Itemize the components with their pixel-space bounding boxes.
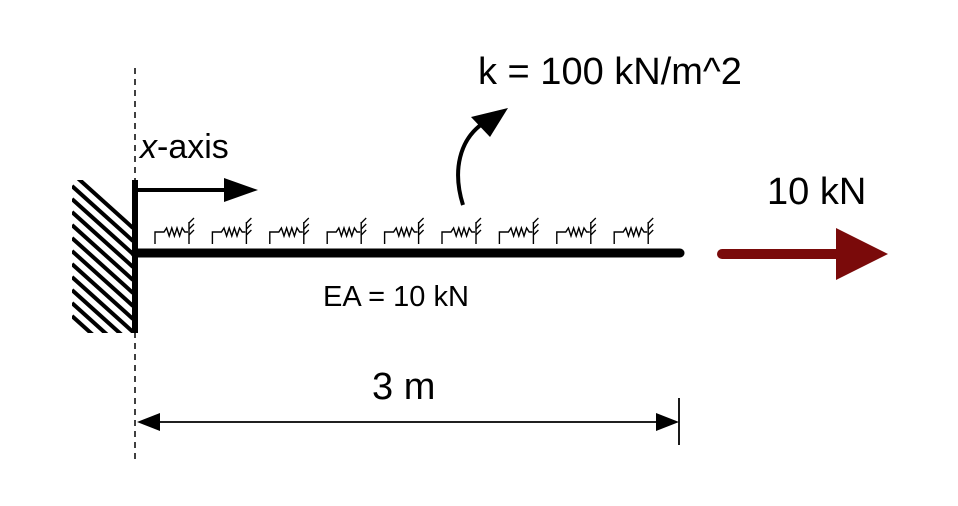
- hatch-line: [72, 236, 134, 295]
- distributed-springs: [154, 217, 654, 244]
- hatch-line: [72, 275, 134, 333]
- hatch-line: [72, 197, 134, 256]
- axial-stiffness-label: EA = 10 kN: [323, 281, 469, 313]
- wall-hatching: [72, 180, 134, 333]
- hatch-line: [72, 223, 134, 282]
- hatch-line: [72, 288, 123, 333]
- hatch-line: [76, 180, 134, 230]
- applied-force-label: 10 kN: [767, 171, 866, 213]
- x-axis-indicator: x-axis: [136, 128, 258, 202]
- spring: [326, 217, 367, 244]
- spring: [613, 217, 654, 244]
- length-dimension: [137, 398, 680, 445]
- fixed-support: [72, 180, 138, 333]
- spring: [154, 217, 195, 244]
- spring-label-pointer: [456, 108, 508, 206]
- curved-arrow-shaft: [456, 122, 484, 206]
- hatch-line: [72, 262, 134, 321]
- x-axis-variable: x: [138, 128, 158, 166]
- spring: [211, 217, 252, 244]
- bar-length-label: 3 m: [372, 366, 435, 408]
- hatch-line: [72, 249, 134, 308]
- force-arrowhead: [836, 228, 888, 280]
- hatch-line: [72, 314, 94, 333]
- curved-arrowhead: [471, 108, 508, 137]
- spring-stiffness-label: k = 100 kN/m^2: [478, 51, 742, 93]
- hatch-line: [72, 210, 134, 269]
- spring: [441, 217, 482, 244]
- x-axis-suffix: -axis: [157, 128, 229, 166]
- dimension-arrowhead-right: [656, 413, 679, 431]
- dimension-arrowhead-left: [137, 413, 160, 431]
- x-axis-label: x-axis: [138, 128, 229, 166]
- spring: [556, 217, 597, 244]
- x-axis-arrowhead: [224, 178, 258, 202]
- hatch-line: [72, 184, 134, 243]
- spring: [383, 217, 425, 244]
- hatch-line: [72, 301, 109, 333]
- spring: [269, 217, 310, 244]
- applied-force-arrow: [717, 228, 888, 280]
- spring: [498, 217, 539, 244]
